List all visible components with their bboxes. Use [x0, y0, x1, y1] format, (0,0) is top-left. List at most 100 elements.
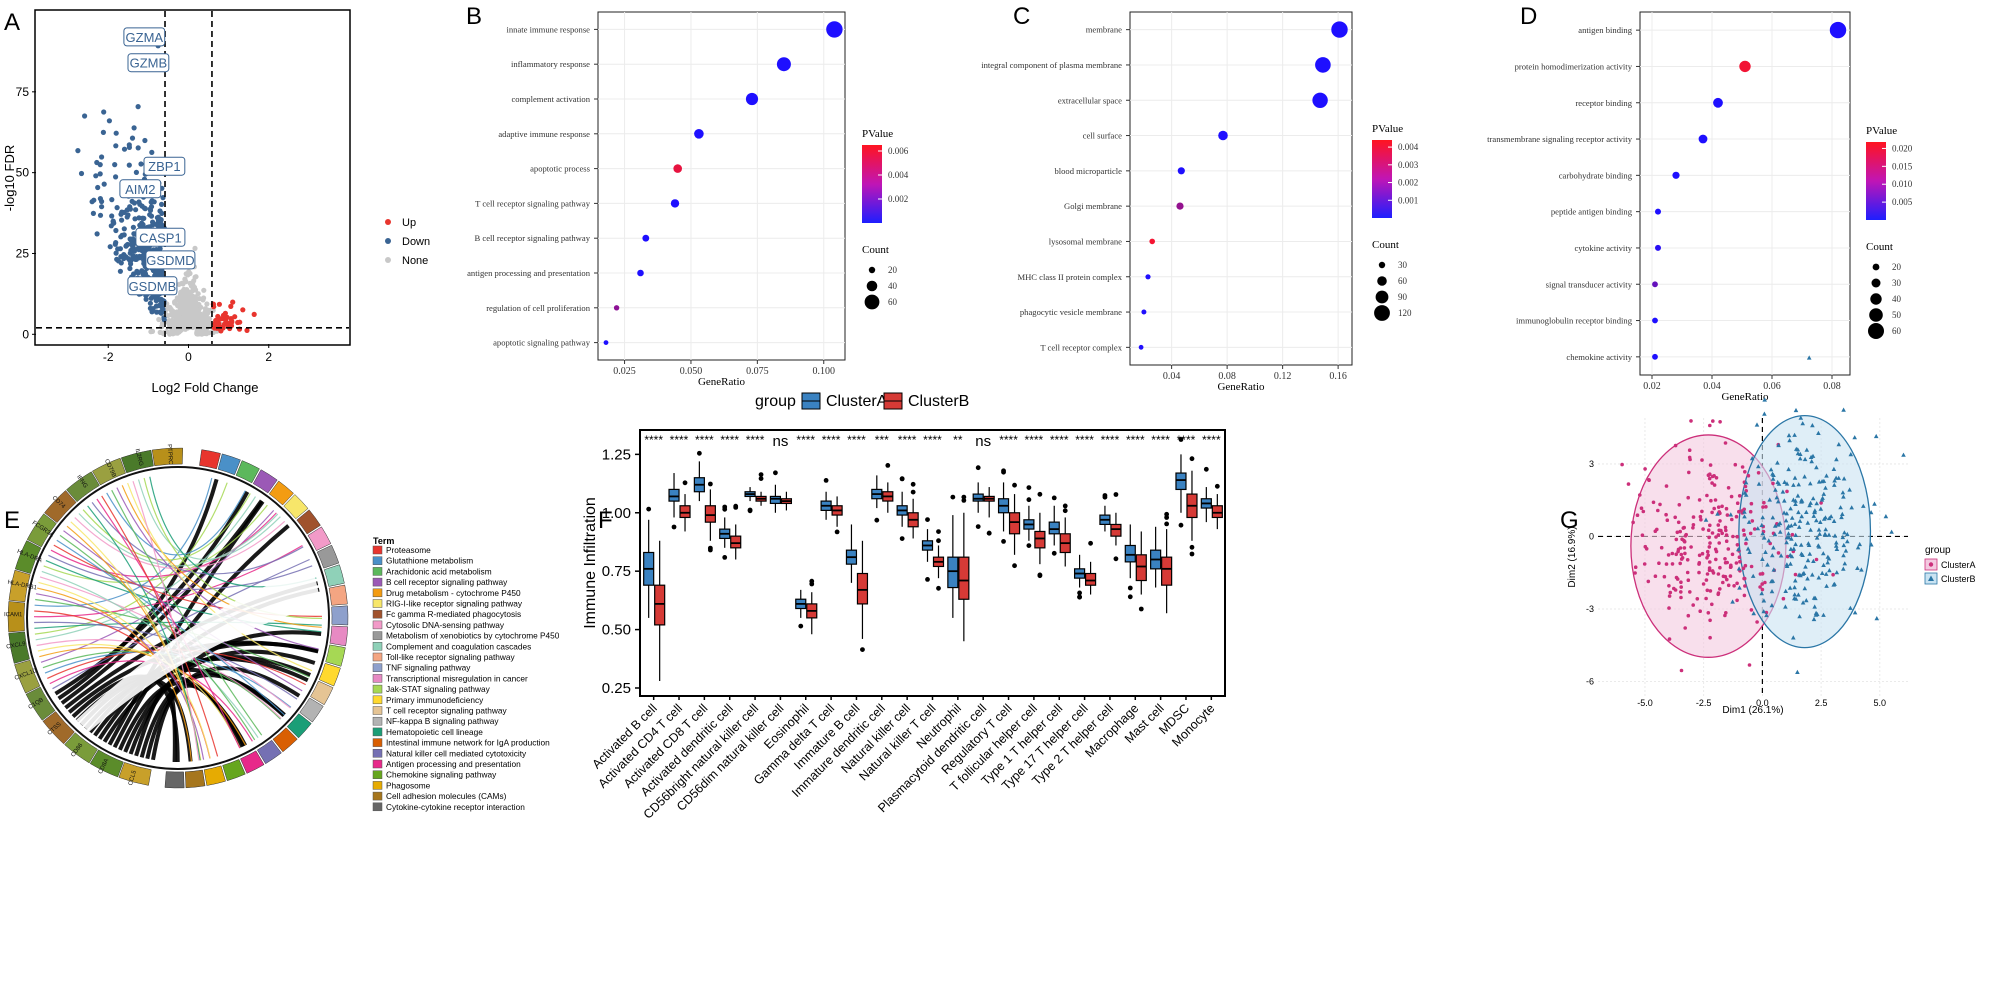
significance-label: ns: [772, 433, 788, 450]
clusterb-point: [1767, 497, 1772, 502]
pca-y-tick-label: 0: [1589, 531, 1594, 541]
clustera-point: [1776, 551, 1781, 555]
down-point: [147, 207, 154, 213]
term-dot: [603, 340, 609, 345]
term-ring-segment: [323, 564, 345, 587]
term-dot: [1218, 130, 1228, 141]
clustera-point: [1686, 578, 1691, 582]
none-point: [183, 271, 189, 277]
clusterb-point: [1737, 585, 1742, 590]
count-legend-dot: [1871, 278, 1881, 288]
down-point: [125, 212, 131, 218]
down-point: [136, 199, 142, 205]
up-point: [214, 320, 220, 326]
clusterb-point: [1772, 532, 1778, 537]
pca-x-tick-label: -5.0: [1637, 698, 1653, 708]
count-legend-label: 20: [888, 265, 898, 275]
clusterb-point: [1781, 510, 1787, 515]
term-name: Primary immunodeficiency: [386, 695, 484, 705]
clustera-point: [1658, 502, 1662, 507]
clusterb-point: [1736, 547, 1741, 552]
clusterb-point: [1852, 435, 1857, 440]
down-point: [138, 161, 144, 167]
clustera-point: [1735, 598, 1739, 603]
box-body: [958, 556, 970, 600]
term-ring-segment: [307, 526, 332, 551]
box-outlier: [860, 647, 865, 652]
significance-label: ****: [1025, 433, 1044, 447]
box-outlier: [646, 506, 652, 512]
term-swatch: [372, 620, 383, 630]
term-dot: [1177, 167, 1185, 175]
clustera-point: [1683, 626, 1687, 630]
term-label: antigen binding: [1578, 25, 1632, 35]
x-tick-label: 0.050: [680, 366, 703, 377]
clusterb-point: [1836, 475, 1841, 480]
up-point: [217, 316, 224, 322]
chord-ring: [7, 447, 349, 789]
clusterb-point: [1807, 503, 1812, 508]
box-outlier: [1189, 456, 1195, 462]
gene-label: HLA-DRB1: [7, 580, 38, 592]
clustera-point: [1764, 505, 1768, 509]
clustera-point: [1704, 596, 1708, 601]
clustera-point: [1641, 509, 1646, 514]
clustera-point: [1668, 590, 1673, 595]
box-outlier: [1001, 468, 1006, 474]
clusterb-point: [1762, 411, 1767, 416]
clusterb-point: [1789, 515, 1795, 520]
gene-ring-segment: [151, 447, 184, 467]
colorbar-tick-label: 0.015: [1892, 161, 1913, 171]
box-body: [1211, 505, 1223, 519]
clustera-point: [1700, 458, 1704, 462]
clustera-point: [1725, 513, 1730, 517]
down-point: [113, 250, 119, 256]
x-tick-label: 0.04: [1703, 381, 1721, 392]
clusterb-point: [1841, 407, 1846, 412]
term-name: RIG-I-like receptor signaling pathway: [386, 599, 523, 609]
box-body: [1008, 512, 1021, 535]
term-swatch: [372, 791, 383, 801]
clusterb-point: [1811, 558, 1816, 563]
clusterb-point: [1822, 531, 1828, 536]
clusterb-point: [1775, 460, 1780, 465]
clustera-point: [1721, 580, 1725, 585]
gene-ring-segment: [44, 490, 77, 524]
gene-label: ZBP1: [148, 159, 181, 174]
gene-ring-segment: [64, 732, 98, 764]
none-point: [149, 328, 156, 334]
panel-label-e: E: [4, 507, 20, 534]
clustera-point: [1633, 571, 1637, 575]
down-point: [133, 256, 139, 262]
gene-label-box: [145, 250, 196, 270]
term-dot: [1331, 21, 1348, 38]
count-legend-label: 120: [1398, 308, 1412, 318]
clusterb-point: [1786, 466, 1791, 472]
clustera-point: [1682, 546, 1687, 550]
clusterb-point: [1810, 572, 1815, 577]
box-outlier: [1203, 466, 1209, 472]
down-point: [113, 143, 119, 149]
term-name: Natural killer cell mediated cytotoxicit…: [386, 748, 527, 758]
down-point: [100, 129, 106, 135]
box-outlier: [899, 536, 905, 541]
term-dot: [1713, 97, 1723, 108]
down-point: [113, 240, 119, 246]
term-swatch: [372, 706, 383, 715]
box-outlier: [1051, 495, 1057, 501]
clusterb-point: [1780, 489, 1786, 494]
down-point: [125, 256, 132, 262]
chord-ribbon: [43, 504, 268, 583]
none-point: [195, 331, 201, 337]
clusterb-point: [1797, 518, 1803, 523]
gene-label: GZMA: [126, 30, 164, 45]
clusterb-point: [1802, 474, 1807, 479]
box-body: [856, 572, 869, 605]
chord-ribbon: [48, 554, 313, 591]
clusterb-point: [1804, 509, 1809, 514]
term-name: T cell receptor signaling pathway: [386, 706, 508, 716]
none-point: [202, 318, 208, 324]
box-outlier: [1113, 556, 1119, 562]
clusterb-point: [1764, 612, 1769, 618]
